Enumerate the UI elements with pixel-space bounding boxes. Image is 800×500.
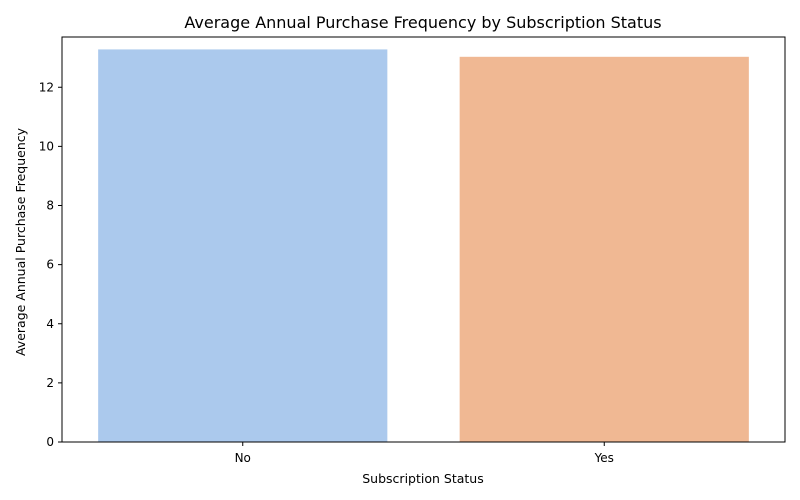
plot-frame	[61, 36, 786, 443]
y-axis-label: Average Annual Purchase Frequency	[13, 127, 28, 356]
y-tick-label: 12	[39, 80, 54, 94]
chart-title: Average Annual Purchase Frequency by Sub…	[184, 13, 661, 32]
y-tick-label: 0	[46, 435, 54, 449]
bar-no	[98, 49, 388, 443]
y-tick-label: 4	[46, 317, 54, 331]
x-axis-ticks: No Yes	[235, 442, 614, 465]
bar-yes	[459, 56, 749, 442]
x-tick-label: No	[235, 451, 251, 465]
y-tick-label: 6	[46, 258, 54, 272]
x-tick-label: Yes	[594, 451, 614, 465]
y-tick-label: 2	[46, 376, 54, 390]
x-axis-label: Subscription Status	[362, 471, 483, 486]
bars-group	[98, 49, 749, 443]
y-axis-ticks: 0 2 4 6 8 10 12	[39, 80, 62, 449]
y-tick-label: 10	[39, 139, 54, 153]
y-tick-label: 8	[46, 199, 54, 213]
